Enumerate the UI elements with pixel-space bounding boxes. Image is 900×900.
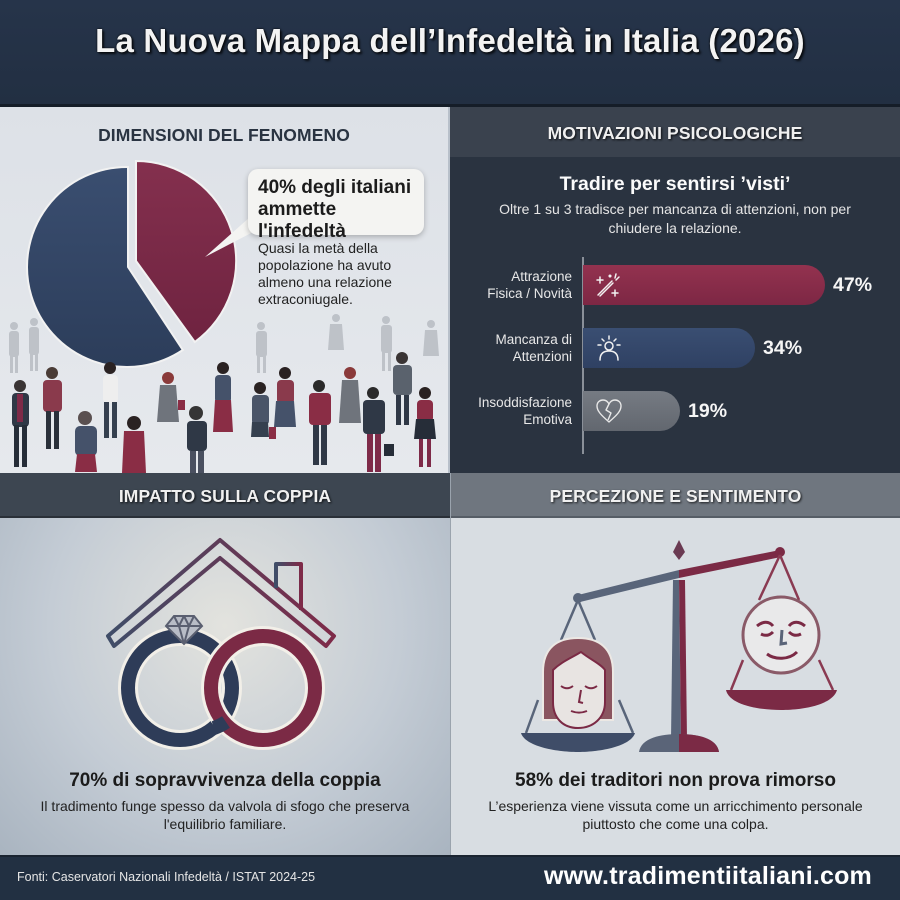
bar-row-insoddisfazione: Insoddisfazione Emotiva 19% [450, 391, 900, 433]
bar-row-attrazione: Attrazione Fisica / Novità 47% [450, 265, 900, 307]
bar-insoddisfazione [583, 391, 680, 431]
section-title-motivazioni: MOTIVAZIONI PSICOLOGICHE [547, 123, 803, 143]
bar-label: Attrazione Fisica / Novità [487, 269, 572, 301]
pie-note: Quasi la metà della popolazione ha avuto… [258, 240, 392, 307]
chart-subtitle: Tradire per sentirsi ’visti’ [559, 173, 791, 195]
panel-dimensioni: DIMENSIONI DEL FENOMENO 40% degli italia… [0, 107, 450, 473]
bar-label: Insoddisfazione Emotiva [478, 395, 572, 427]
crowd-illustration [9, 314, 439, 473]
section-title-dimensioni: DIMENSIONI DEL FENOMENO [98, 125, 350, 145]
page-title: La Nuova Mappa dell’Infedeltà in Italia … [95, 22, 805, 59]
stat-description-percezione: L’esperienza viene vissuta come un arric… [488, 798, 863, 832]
chart-description: Oltre 1 su 3 tradisce per mancanza di at… [499, 201, 851, 236]
footer: Fonti: Caservatori Nazionali Infedeltà /… [0, 855, 900, 900]
panel-percezione: PERCEZIONE E SENTIMENTO [450, 473, 900, 856]
panel-impatto: IMPATTO SULLA COPPIA 70% di sopravvivenz… [0, 473, 450, 856]
pie-slice-unfaithful [135, 159, 238, 344]
section-header-bar [0, 473, 450, 518]
website-link[interactable]: www.tradimentiitaliani.com [544, 862, 872, 890]
sources-text: Fonti: Caservatori Nazionali Infedeltà /… [17, 870, 316, 884]
stat-description-impatto: Il tradimento funge spesso da valvola di… [40, 798, 410, 832]
bar-mancanza [583, 328, 755, 368]
stat-headline-percezione: 58% dei traditori non prova rimorso [515, 770, 836, 791]
balance-scale-icon [521, 540, 837, 752]
callout-tail [205, 217, 255, 257]
pie-chart [26, 159, 238, 368]
section-title-impatto: IMPATTO SULLA COPPIA [118, 486, 332, 506]
bar-attrazione [583, 265, 825, 305]
bar-row-mancanza: Mancanza di Attenzioni 34% [450, 328, 900, 370]
section-title-percezione: PERCEZIONE E SENTIMENTO [549, 486, 802, 506]
stat-headline-impatto: 70% di sopravvivenza della coppia [69, 770, 381, 791]
sparkles-wand-icon [596, 273, 620, 297]
house-rings-icon [85, 538, 355, 750]
title-band: La Nuova Mappa dell’Infedeltà in Italia … [0, 0, 900, 107]
section-header-bar [451, 473, 900, 518]
person-idea-icon [597, 335, 621, 361]
bar-value: 34% [763, 337, 803, 359]
broken-heart-icon [596, 399, 622, 423]
bar-value: 47% [833, 274, 873, 296]
pie-slice-others [26, 165, 185, 368]
panel-motivazioni: MOTIVAZIONI PSICOLOGICHE Tradire per sen… [450, 107, 900, 473]
callout-line-2: ammette l'infedeltà [258, 199, 346, 242]
callout-line-1: 40% degli italiani [258, 177, 412, 198]
section-header-bar [450, 107, 900, 157]
bar-value: 19% [688, 400, 728, 422]
callout-box: 40% degli italiani ammette l'infedeltà [248, 169, 424, 242]
bar-label: Mancanza di Attenzioni [495, 332, 572, 364]
